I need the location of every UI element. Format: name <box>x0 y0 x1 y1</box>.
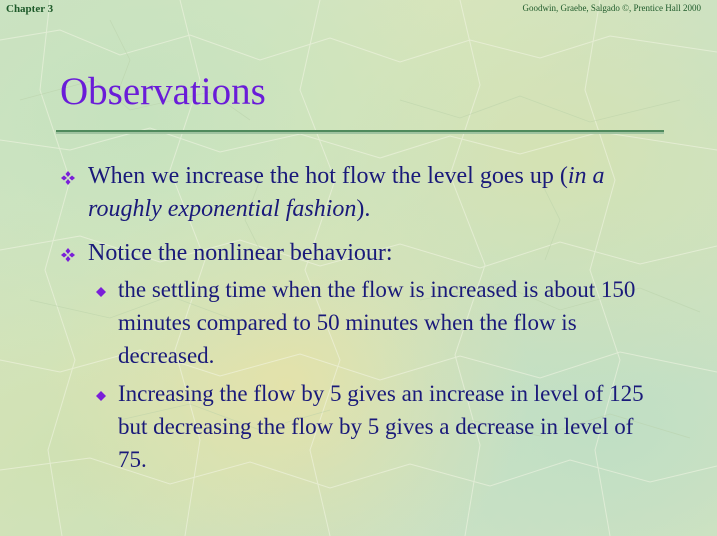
four-diamond-bullet-icon <box>61 248 75 262</box>
title-divider <box>56 130 664 134</box>
sub-bullet-item-1: the settling time when the flow is incre… <box>88 273 660 372</box>
sub-bullet-item-2: Increasing the flow by 5 gives an increa… <box>88 377 660 476</box>
slide-title: Observations <box>60 70 266 113</box>
bullet-1-text-end: ). <box>356 196 371 222</box>
bullet-item-1: When we increase the hot flow the level … <box>60 160 660 226</box>
sub-bullet-2-text: Increasing the flow by 5 gives an increa… <box>118 381 644 472</box>
bullet-item-2: Notice the nonlinear behaviour: the sett… <box>60 237 660 476</box>
bullet-1-italic-text: in a roughly exponential fashion <box>88 163 605 222</box>
bullet-2-text: Notice the nonlinear behaviour: <box>88 240 393 266</box>
chapter-label: Chapter 3 <box>6 3 54 15</box>
copyright-credit: Goodwin, Graebe, Salgado ©, Prentice Hal… <box>522 3 701 13</box>
slide-body: When we increase the hot flow the level … <box>60 160 660 476</box>
sub-bullet-1-text: the settling time when the flow is incre… <box>118 277 636 368</box>
diamond-bullet-icon <box>96 391 106 401</box>
bullet-1-text-start: When we increase the hot flow the level … <box>88 163 568 189</box>
four-diamond-bullet-icon <box>61 171 75 185</box>
diamond-bullet-icon <box>96 287 106 297</box>
